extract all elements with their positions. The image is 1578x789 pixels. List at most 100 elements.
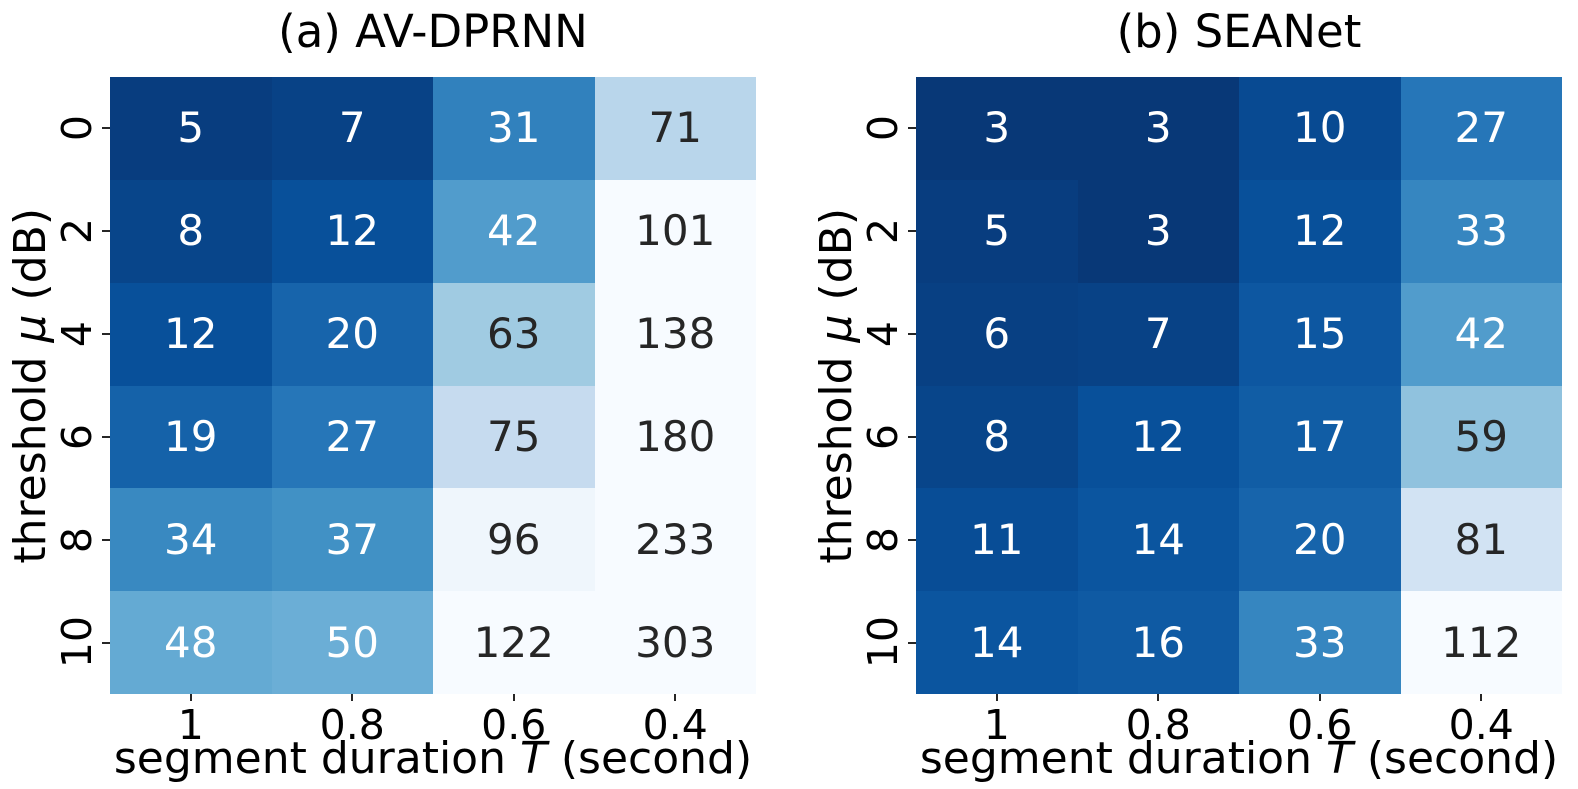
cell-value: 34 [164,514,218,564]
x-tick-label: 0.4 [1448,701,1514,749]
y-label-symbol: μ [811,314,862,343]
cell-value: 50 [325,617,379,667]
cell-value: 122 [473,617,554,667]
heatmap-cell: 6 [916,282,1078,386]
cell-value: 11 [970,514,1024,564]
cell-value: 33 [1293,617,1347,667]
subplot-b-y-axis-label: threshold μ (dB) [811,77,862,694]
subplot-b-x-axis-label: segment duration T (second) [916,733,1562,787]
y-label-suffix: (dB) [5,207,56,315]
heatmap-cell: 180 [594,385,756,489]
y-tick-text: 10 [52,616,101,669]
cell-value: 14 [970,617,1024,667]
y-tick-text: 2 [858,218,907,245]
y-tick-label: 10 [859,591,907,694]
heatmap-cell: 37 [271,488,433,592]
heatmap-cell: 101 [594,179,756,283]
cell-value: 19 [164,411,218,461]
heatmap-cell: 96 [433,488,595,592]
cell-value: 31 [487,103,541,153]
heatmap-cell: 59 [1400,385,1562,489]
cell-value: 233 [635,514,716,564]
heatmap-a: 5 7 31 71 8 12 42 101 12 20 63 138 19 27 75 180 34 37 96 23… [53,77,756,746]
y-tick-label: 0 [52,77,101,180]
cell-value: 12 [1293,206,1347,256]
heatmap-cell: 63 [433,282,595,386]
heatmap-cell: 33 [1400,179,1562,283]
x-label-suffix: (second) [1352,733,1559,784]
y-tick-text: 0 [52,115,101,142]
y-axis-label-text: threshold μ (dB) [5,208,56,564]
cell-value: 303 [635,617,716,667]
heatmap-cell: 42 [433,179,595,283]
heatmap-cell: 17 [1239,385,1401,489]
subplot-a-y-axis-label: threshold μ (dB) [5,77,56,694]
cell-value: 42 [487,206,541,256]
heatmap-cell: 12 [1239,179,1401,283]
heatmap-cell: 3 [916,77,1078,180]
y-tick-text: 8 [858,526,907,553]
heatmap-cell: 8 [110,179,272,283]
subplot-a-x-axis-label: segment duration T (second) [110,734,756,787]
y-tick-mark [908,333,916,336]
heatmap-cell: 12 [271,179,433,283]
cell-value: 27 [1454,103,1508,153]
heatmap-cell: 5 [110,77,272,180]
x-label-symbol: T [1325,733,1353,784]
heatmap-cell: 16 [1077,591,1239,694]
heatmap-cell: 7 [1077,282,1239,386]
cell-value: 180 [635,411,716,461]
heatmap-cell: 5 [916,179,1078,283]
y-tick-label: 2 [52,180,101,283]
heatmap-cell: 27 [271,385,433,489]
y-label-prefix: threshold [811,342,862,564]
cell-value: 8 [177,206,205,256]
y-tick-mark [102,127,110,130]
heatmap-cell: 71 [594,77,756,180]
cell-value: 33 [1454,206,1508,256]
x-tick-label: 0.4 [642,701,708,749]
x-tick-label: 1 [983,701,1010,749]
cell-value: 7 [1144,309,1172,359]
cell-value: 3 [1144,206,1172,256]
heatmap-cell: 33 [1239,591,1401,694]
x-tick-mark [351,694,354,701]
cell-value: 5 [983,206,1011,256]
heatmap-cell: 233 [594,488,756,592]
y-axis-label-text: threshold μ (dB) [811,208,862,564]
cell-value: 6 [983,309,1011,359]
x-tick-label: 0.6 [1287,701,1353,749]
cell-value: 20 [1293,514,1347,564]
heatmap-cell: 42 [1400,282,1562,386]
heatmap-cell: 7 [271,77,433,180]
cell-value: 3 [1144,103,1172,153]
heatmap-cell: 303 [594,591,756,694]
heatmap-b: 3 3 10 27 5 3 12 33 6 7 15 42 8 12 17 59 11 14 20 81 14 16 33 1… [859,77,1562,746]
heatmap-cell: 14 [1077,488,1239,592]
y-tick-mark [908,435,916,438]
x-tick-label: 0.8 [319,701,385,749]
heatmap-cell: 20 [1239,488,1401,592]
cell-value: 7 [338,103,366,153]
heatmap-cell: 10 [1239,77,1401,180]
cell-value: 101 [635,206,716,256]
heatmap-cell: 19 [110,385,272,489]
y-tick-mark [908,538,916,541]
y-tick-label: 6 [859,386,907,489]
y-tick-mark [102,435,110,438]
cell-value: 14 [1131,514,1185,564]
y-tick-mark [908,127,916,130]
y-tick-mark [102,230,110,233]
y-tick-mark [102,641,110,644]
cell-value: 59 [1454,411,1508,461]
y-label-prefix: threshold [5,342,56,564]
y-tick-text: 2 [52,218,101,245]
heatmap-cell: 122 [433,591,595,694]
heatmap-cell: 138 [594,282,756,386]
heatmap-cell: 12 [1077,385,1239,489]
heatmap-cell: 14 [916,591,1078,694]
y-tick-text: 8 [52,526,101,553]
y-tick-label: 0 [859,77,907,180]
x-tick-mark [674,694,677,701]
